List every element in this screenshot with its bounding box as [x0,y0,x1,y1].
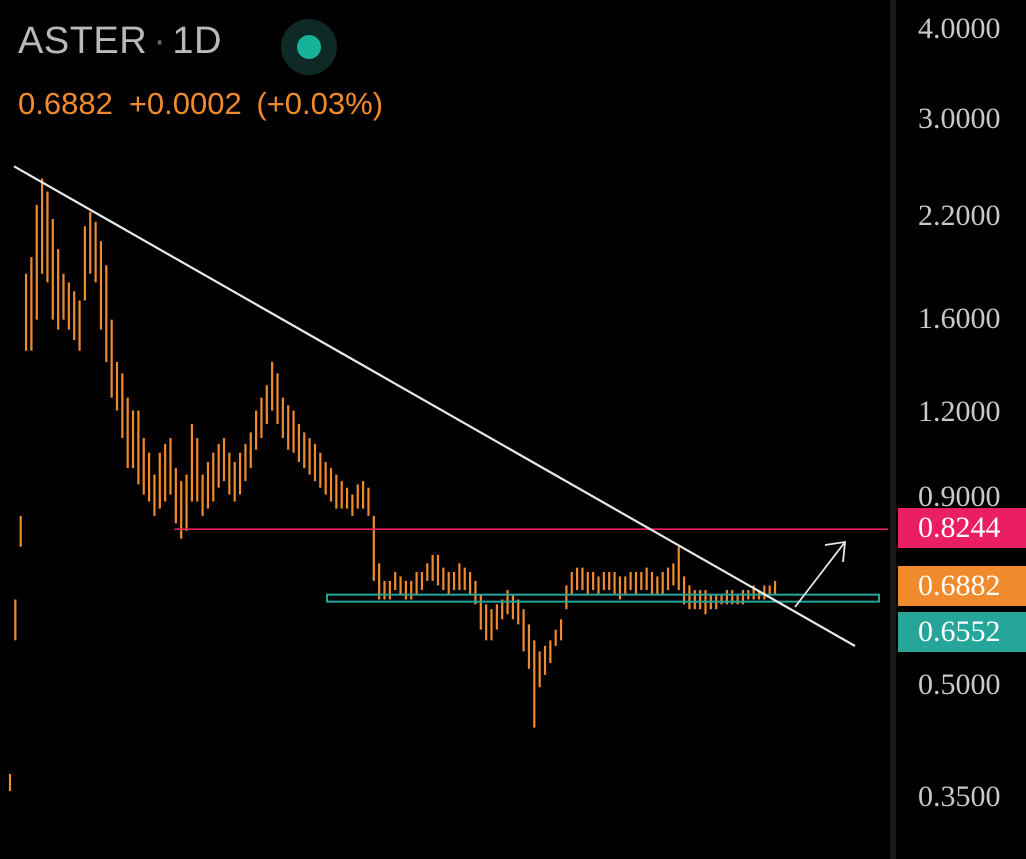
price-quote: 0.6882 +0.0002 (+0.03%) [18,86,383,122]
symbol-name: ASTER [18,20,148,62]
support-price-label: 0.6552 [898,612,1026,652]
resistance-price-label: 0.8244 [898,508,1026,548]
symbol-header[interactable]: ASTER · 1D [18,20,222,63]
drawing-overlays [13,165,888,647]
axis-tick: 4.0000 [918,12,1001,45]
axis-tick: 3.0000 [918,102,1001,135]
axis-tick: 1.2000 [918,395,1001,428]
arrow-head [824,540,847,563]
last-price-label: 0.6882 [898,566,1026,606]
axis-tick: 0.3500 [918,780,1001,813]
arrow-shaft [794,541,846,608]
axis-tick: 0.5000 [918,668,1001,701]
title-separator: · [153,20,167,62]
support-zone [326,593,880,603]
price-change-percent: (+0.03%) [256,86,384,121]
axis-tick: 0.9000 [918,480,1001,513]
price-change: +0.0002 [128,86,242,121]
axis-tick: 2.2000 [918,199,1001,232]
axis-tick: 1.6000 [918,302,1001,335]
ohlc-bars [8,178,777,792]
interval-label[interactable]: 1D [172,20,222,62]
last-price: 0.6882 [18,86,113,121]
live-status-icon [281,19,337,75]
projection-arrow [794,540,847,608]
descending-trendline [13,165,856,647]
price-axis-separator [890,0,896,859]
